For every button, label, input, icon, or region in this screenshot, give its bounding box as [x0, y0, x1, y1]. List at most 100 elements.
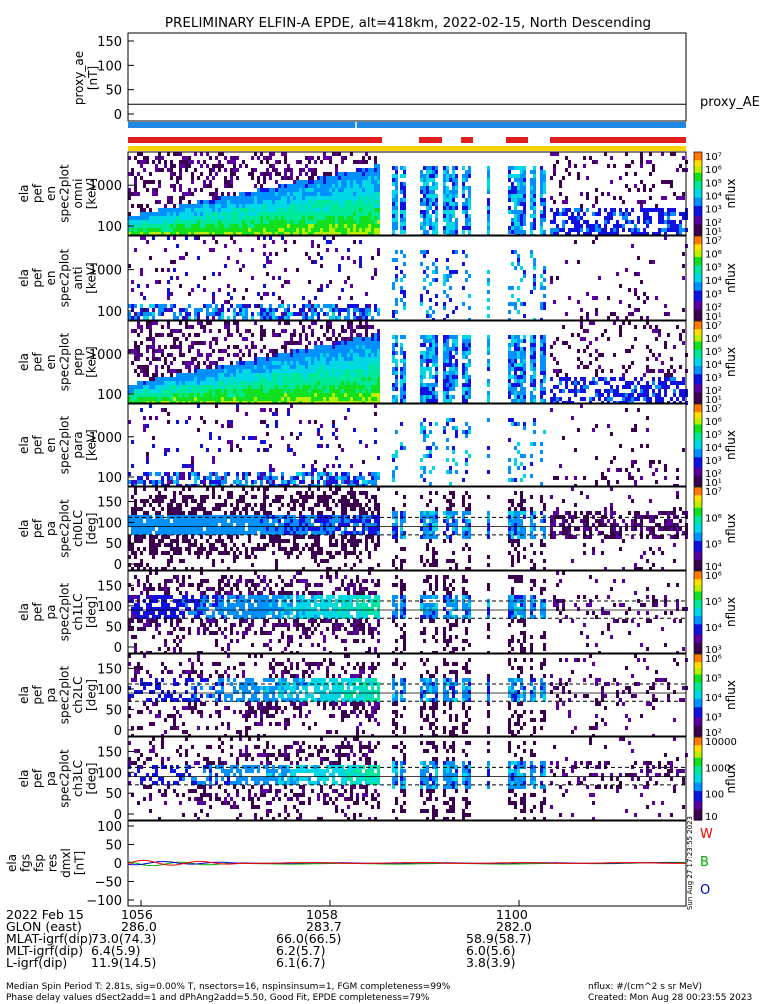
spectrogram-cell [359, 208, 362, 212]
spectrogram-cell [188, 369, 191, 373]
spectrogram-cell [227, 369, 230, 373]
spectrogram-cell [263, 308, 266, 312]
spectrogram-cell [254, 224, 257, 228]
spectrogram-cell [350, 397, 353, 401]
spectrogram-cell [278, 316, 281, 320]
spectrogram-cell [523, 210, 526, 214]
spectrogram-cell [314, 304, 317, 308]
spectrogram-cell [269, 377, 272, 381]
spectrogram-cell [191, 212, 194, 216]
spectrogram-cell [622, 228, 625, 232]
spectrogram-cell [242, 296, 245, 300]
spectrogram-cell [218, 389, 221, 393]
spectrogram-cell [284, 389, 287, 393]
spectrogram-cell [212, 316, 215, 320]
spectrogram-cell [377, 357, 380, 361]
spectrogram-cell [452, 206, 455, 210]
spectrogram-cell [143, 369, 146, 373]
spectrogram-cell [275, 353, 278, 357]
spectrogram-cell [305, 393, 308, 397]
spectrogram-cell [266, 373, 269, 377]
spectrogram-cell [305, 333, 308, 337]
spectrogram-cell [257, 377, 260, 381]
spectrogram-cell [257, 192, 260, 196]
spectrogram-cell [610, 228, 613, 232]
spectrogram-cell [589, 397, 592, 401]
spectrogram-cell [329, 369, 332, 373]
spectrogram-cell [221, 308, 224, 312]
spectrogram-cell [443, 214, 446, 218]
spectrogram-cell [344, 212, 347, 216]
spectrogram-cell [299, 168, 302, 172]
spectrogram-cell [152, 373, 155, 377]
spectrogram-cell [278, 296, 281, 300]
spectrogram-cell [435, 391, 438, 395]
spectrogram-cell [347, 176, 350, 180]
spectrogram-cell [586, 196, 589, 200]
spectrogram-cell [353, 365, 356, 369]
spectrogram-cell [311, 196, 314, 200]
spectrogram-cell [194, 168, 197, 172]
spectrogram-cell [254, 196, 257, 200]
spectrogram-cell [167, 196, 170, 200]
spectrogram-cell [637, 393, 640, 397]
spectrogram-cell [514, 335, 517, 339]
spectrogram-cell [326, 228, 329, 232]
spectrogram-cell [338, 389, 341, 393]
spectrogram-cell [443, 347, 446, 351]
spectrogram-cell [670, 224, 673, 228]
spectrogram-cell [140, 228, 143, 232]
spectrogram-cell [290, 385, 293, 389]
spectrogram-cell [143, 160, 146, 164]
spectrogram-cell [287, 321, 290, 325]
spectrogram-cell [299, 373, 302, 377]
spectrogram-cell [332, 200, 335, 204]
spectrogram-cell [362, 353, 365, 357]
spectrogram-cell [263, 228, 266, 232]
spectrogram-cell [209, 472, 212, 476]
spectrogram-cell [344, 180, 347, 184]
spectrogram-cell [182, 381, 185, 385]
spectrogram-cell [272, 393, 275, 397]
spectrogram-cell [290, 365, 293, 369]
spectrogram-cell [254, 184, 257, 188]
spectrogram-cell [170, 369, 173, 373]
spectrogram-cell [540, 182, 543, 186]
spectrogram-cell [487, 226, 490, 230]
spectrogram-cell [290, 184, 293, 188]
spectrogram-cell [311, 228, 314, 232]
spectrogram-cell [646, 365, 649, 369]
spectrogram-cell [335, 196, 338, 200]
spectrogram-cell [131, 216, 134, 220]
spectrogram-cell [260, 304, 263, 308]
spectrogram-cell [155, 381, 158, 385]
spectrogram-cell [540, 170, 543, 174]
spectrogram-cell [610, 216, 613, 220]
spectrogram-cell [143, 480, 146, 484]
spectrogram-cell [272, 196, 275, 200]
spectrogram-cell [188, 345, 191, 349]
spectrogram-cell [368, 325, 371, 329]
spectrogram-cell [272, 397, 275, 401]
spectrogram-cell [152, 381, 155, 385]
spectrogram-cell [218, 208, 221, 212]
spectrogram-cell [164, 224, 167, 228]
spectrogram-cell [533, 339, 536, 343]
spectrogram-cell [658, 385, 661, 389]
spectrogram-cell [420, 222, 423, 226]
spectrogram-cell [487, 206, 490, 210]
spectrogram-cell [311, 212, 314, 216]
spectrogram-cell [403, 375, 406, 379]
spectrogram-cell [520, 379, 523, 383]
spectrogram-cell [245, 224, 248, 228]
spectrogram-cell [305, 349, 308, 353]
spectrogram-cell [134, 357, 137, 361]
spectrogram-cell [517, 310, 520, 314]
spectrogram-cell [553, 357, 556, 361]
spectrogram-cell [137, 381, 140, 385]
spectrogram-cell [344, 172, 347, 176]
spectrogram-cell [287, 312, 290, 316]
spectrogram-cell [308, 216, 311, 220]
spectrogram-cell [140, 353, 143, 357]
